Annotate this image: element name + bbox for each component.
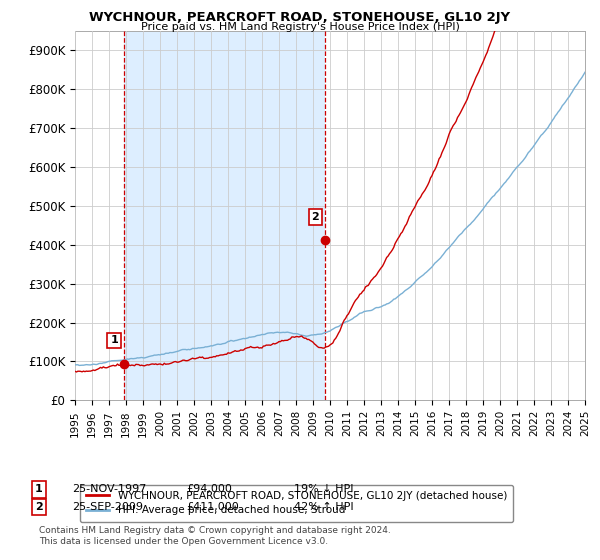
Text: £94,000: £94,000 bbox=[186, 484, 232, 494]
Bar bbox=[124, 31, 325, 400]
Text: 25-SEP-2009: 25-SEP-2009 bbox=[72, 502, 143, 512]
Text: 1: 1 bbox=[35, 484, 43, 494]
Text: 25-NOV-1997: 25-NOV-1997 bbox=[72, 484, 146, 494]
Text: 42% ↑ HPI: 42% ↑ HPI bbox=[294, 502, 353, 512]
Legend: WYCHNOUR, PEARCROFT ROAD, STONEHOUSE, GL10 2JY (detached house), HPI: Average pr: WYCHNOUR, PEARCROFT ROAD, STONEHOUSE, GL… bbox=[80, 485, 514, 522]
Text: 2: 2 bbox=[311, 212, 319, 222]
Text: WYCHNOUR, PEARCROFT ROAD, STONEHOUSE, GL10 2JY: WYCHNOUR, PEARCROFT ROAD, STONEHOUSE, GL… bbox=[89, 11, 511, 24]
Text: Price paid vs. HM Land Registry's House Price Index (HPI): Price paid vs. HM Land Registry's House … bbox=[140, 22, 460, 32]
Text: 2: 2 bbox=[35, 502, 43, 512]
Text: Contains HM Land Registry data © Crown copyright and database right 2024.
This d: Contains HM Land Registry data © Crown c… bbox=[39, 526, 391, 546]
Text: £411,000: £411,000 bbox=[186, 502, 239, 512]
Text: 1: 1 bbox=[110, 335, 118, 346]
Text: 19% ↓ HPI: 19% ↓ HPI bbox=[294, 484, 353, 494]
